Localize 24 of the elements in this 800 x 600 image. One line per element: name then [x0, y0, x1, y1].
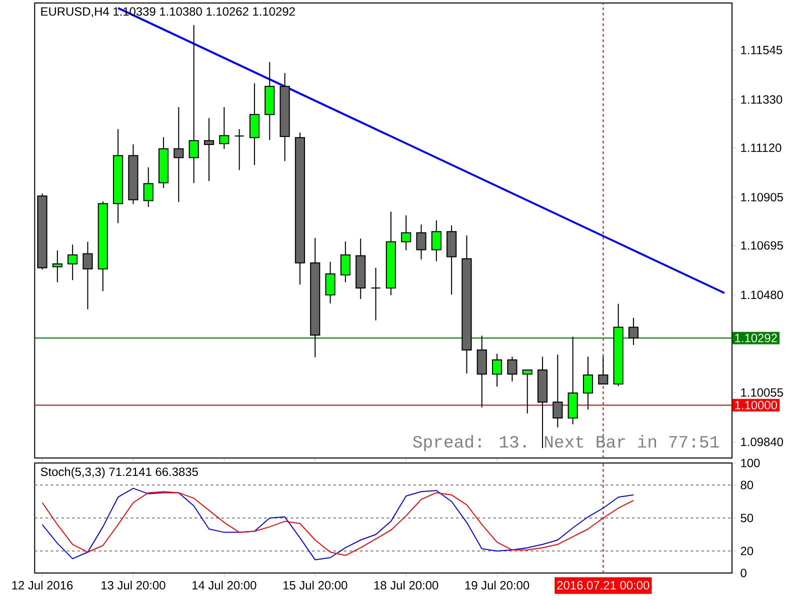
x-tick-label: 2016.07.21 00:00: [557, 581, 650, 590]
y-tick-label: 0: [740, 568, 746, 578]
x-tick-label: 15 Jul 20:00: [283, 580, 348, 590]
chart-title: Stoch(5,3,3) 71.2141 66.3835: [40, 467, 198, 478]
y-tick-label: 1.11120: [741, 144, 782, 152]
x-tick-label: 19 Jul 20:00: [465, 580, 530, 590]
y-tick-label: 1.11545: [741, 46, 782, 54]
x-tick-label: 18 Jul 20:00: [374, 580, 438, 590]
x-tick-label: 12 Jul 2016: [12, 580, 73, 590]
y-tick-label: 50: [740, 514, 754, 522]
y-tick-label: 100: [741, 458, 760, 468]
ref-line-label: 1.10000: [735, 400, 778, 410]
y-tick-label: 1.10480: [741, 290, 784, 300]
y-tick-label: 20: [740, 546, 754, 556]
y-tick-label: 1.10695: [741, 241, 783, 250]
y-tick-label: 80: [740, 480, 754, 490]
annotation: Spread: 13. Next Bar in 77:51: [412, 434, 719, 452]
y-tick-label: 1.09840: [741, 438, 784, 446]
ref-line-label: 1.10292: [735, 334, 777, 342]
y-tick-label: 1.10055: [741, 388, 783, 397]
x-tick-label: 14 Jul 20:00: [192, 580, 256, 590]
y-tick-label: 1.11330: [741, 95, 782, 104]
y-tick-label: 1.10905: [741, 192, 783, 202]
x-tick-label: 13 Jul 20:00: [102, 580, 166, 590]
